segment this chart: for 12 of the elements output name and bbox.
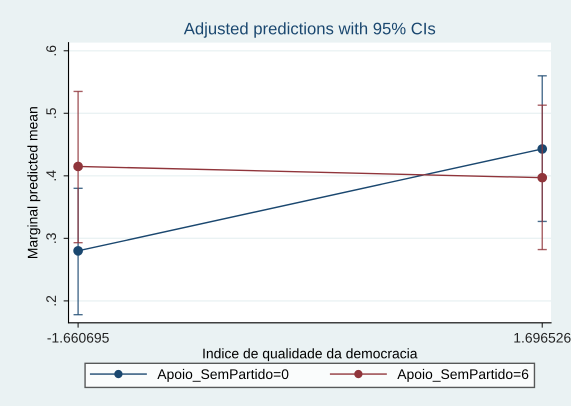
y-tick-label: .6 (46, 46, 56, 56)
chart-title: Adjusted predictions with 95% CIs (184, 22, 436, 38)
x-tick-label: -1.660695 (47, 332, 109, 343)
x-tick-label: 1.696526 (514, 332, 571, 343)
y-axis-title: Marginal predicted mean (27, 107, 40, 258)
y-tick-label: .5 (46, 108, 56, 118)
legend-label: Apoio_SemPartido=0 (157, 368, 288, 382)
y-tick-label: .3 (46, 233, 56, 243)
y-tick-label: .4 (46, 170, 56, 180)
x-axis-title: Indice de qualidade da democracia (203, 348, 418, 362)
y-tick-label: .2 (46, 296, 56, 306)
legend-label: Apoio_SemPartido=6 (397, 368, 528, 382)
